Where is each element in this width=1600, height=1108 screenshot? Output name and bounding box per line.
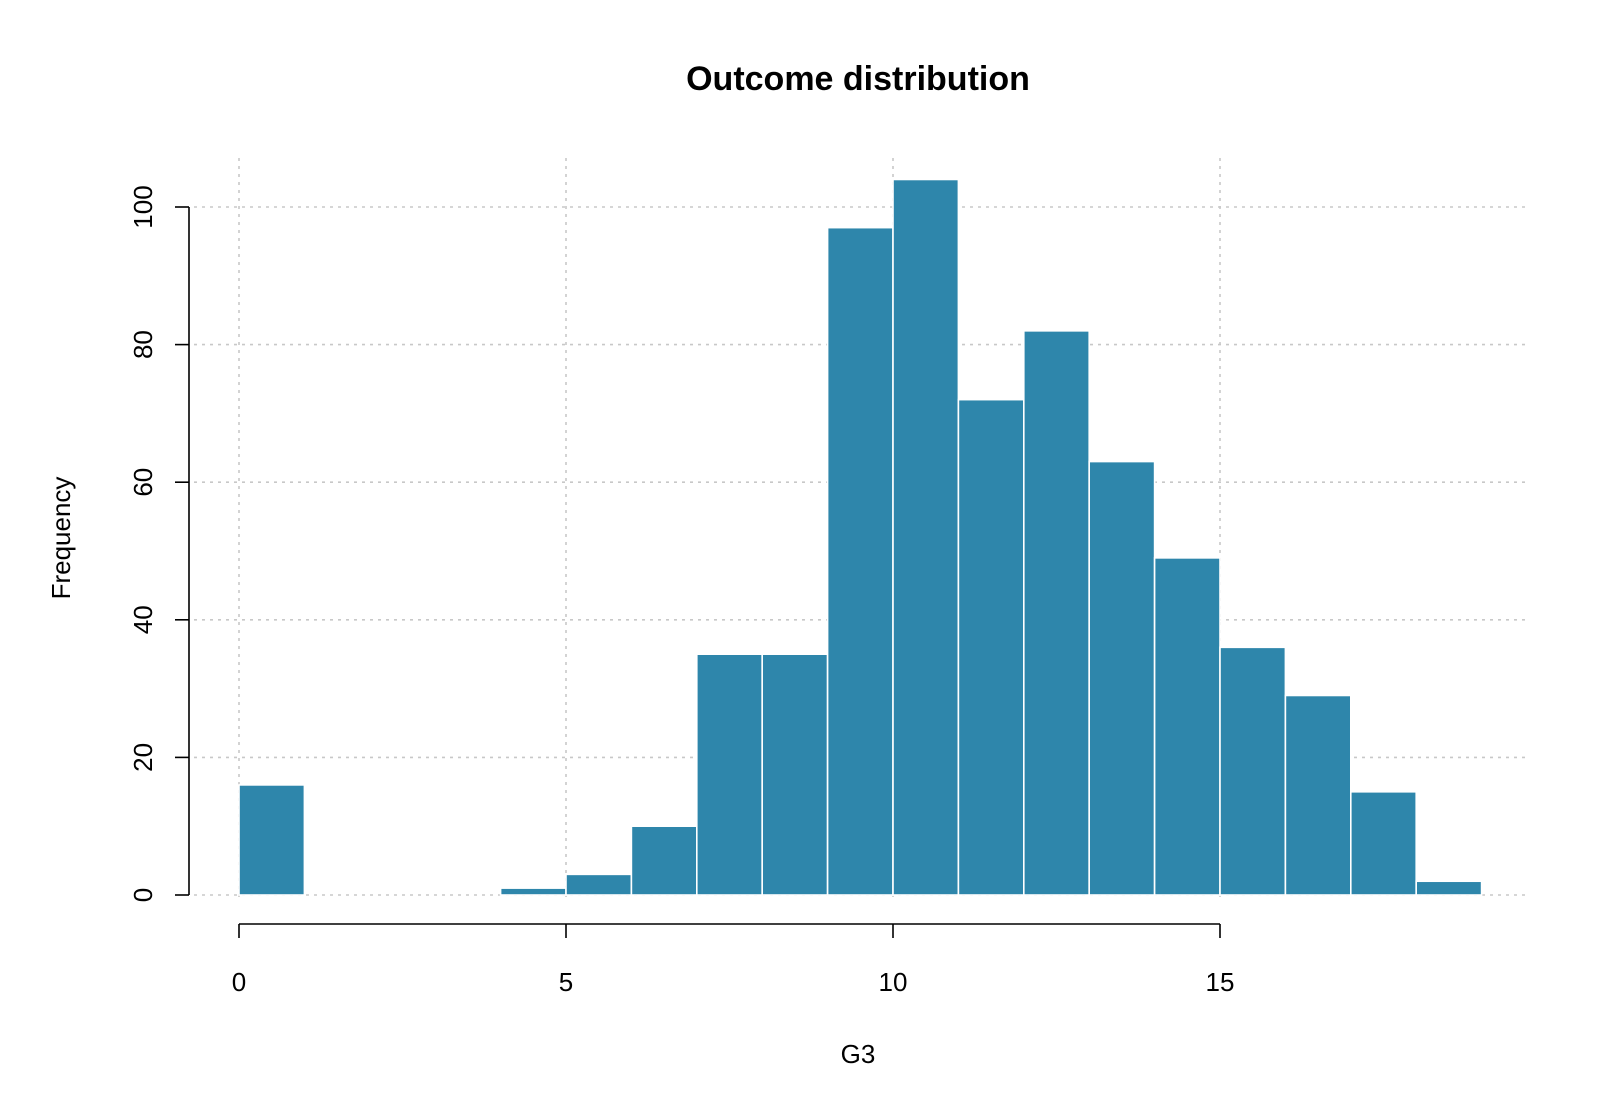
bar-8-9 (761, 653, 829, 896)
y-tick-label-60: 60 (128, 468, 158, 497)
bar-14-15 (1153, 557, 1221, 896)
y-tick-label-0: 0 (128, 888, 158, 902)
bar-0-1 (238, 784, 306, 896)
bar-18-19 (1415, 880, 1483, 896)
bar-15-16 (1219, 646, 1287, 896)
bar-16-17 (1284, 694, 1352, 896)
bar-11-12 (957, 398, 1025, 896)
x-tick-label-10: 10 (879, 967, 908, 997)
bar-12-13 (1022, 330, 1090, 896)
bar-4-5 (499, 887, 567, 896)
bar-10-11 (892, 178, 960, 896)
bars (238, 178, 1483, 896)
x-axis-label: G3 (841, 1039, 876, 1069)
chart-title: Outcome distribution (686, 60, 1030, 98)
y-tick-label-100: 100 (128, 185, 158, 228)
bar-7-8 (695, 653, 763, 896)
x-tick-label-5: 5 (559, 967, 573, 997)
axes: 0 20 40 60 80 100 0 5 10 15 (128, 185, 1235, 997)
y-tick-label-40: 40 (128, 605, 158, 634)
bar-6-7 (630, 825, 698, 896)
y-axis-label: Frequency (46, 477, 76, 600)
bar-5-6 (565, 873, 633, 896)
y-tick-label-80: 80 (128, 330, 158, 359)
x-tick-label-0: 0 (232, 967, 246, 997)
bar-17-18 (1350, 790, 1418, 896)
x-tick-label-15: 15 (1206, 967, 1235, 997)
y-tick-label-20: 20 (128, 743, 158, 772)
bar-13-14 (1088, 460, 1156, 896)
bar-9-10 (826, 226, 894, 896)
